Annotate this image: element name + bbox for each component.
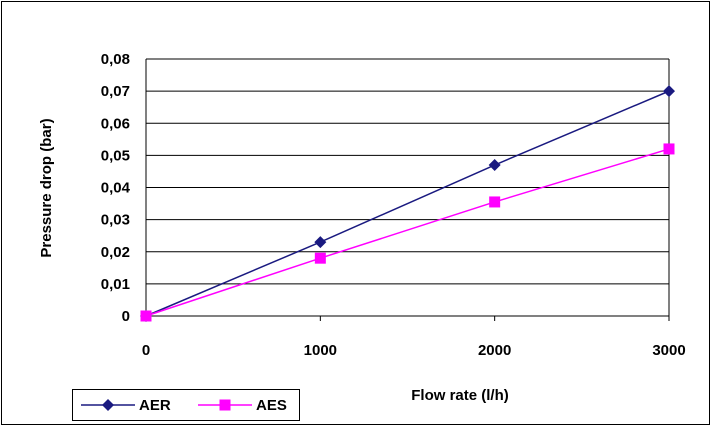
data-point-aer xyxy=(663,85,675,98)
x-tick-label: 1000 xyxy=(304,342,337,359)
series-lines xyxy=(140,85,675,322)
y-tick-label: 0,05 xyxy=(101,147,130,164)
x-tick-label: 3000 xyxy=(652,342,685,359)
y-tick-label: 0,04 xyxy=(101,180,131,197)
data-point-aes xyxy=(489,196,501,208)
gridlines xyxy=(145,58,670,321)
data-point-aes xyxy=(314,252,326,264)
x-tick-labels: 0 1000 2000 3000 xyxy=(142,342,686,359)
legend-label-aer: AER xyxy=(139,396,171,414)
y-tick-label: 0,03 xyxy=(101,212,130,229)
legend: AER AES xyxy=(72,389,300,421)
legend-swatch-aer xyxy=(81,399,135,411)
x-tick-label: 0 xyxy=(142,342,150,359)
y-tick-labels: 0 0,01 0,02 0,03 0,04 0,05 0,06 0,07 0,08 xyxy=(101,51,131,325)
data-point-aer xyxy=(314,236,327,249)
legend-swatch-aes xyxy=(198,399,252,411)
data-point-aes xyxy=(140,310,152,322)
legend-item-aer: AER xyxy=(81,390,171,420)
y-tick-label: 0,08 xyxy=(101,51,130,68)
data-point-aer xyxy=(488,159,501,172)
x-tick-label: 2000 xyxy=(478,342,511,359)
y-tick-label: 0 xyxy=(122,308,130,325)
x-axis-title: Flow rate (l/h) xyxy=(411,387,509,404)
y-tick-label: 0,01 xyxy=(101,276,130,293)
y-tick-label: 0,06 xyxy=(101,115,130,132)
series-line-aes xyxy=(145,148,670,317)
legend-item-aes: AES xyxy=(198,390,287,420)
data-point-aes xyxy=(663,143,675,155)
y-tick-label: 0,07 xyxy=(101,83,130,100)
y-axis-title: Pressure drop (bar) xyxy=(38,118,55,257)
y-tick-label: 0,02 xyxy=(101,244,130,261)
series-line-aer xyxy=(145,90,670,317)
legend-label-aes: AES xyxy=(256,396,287,414)
